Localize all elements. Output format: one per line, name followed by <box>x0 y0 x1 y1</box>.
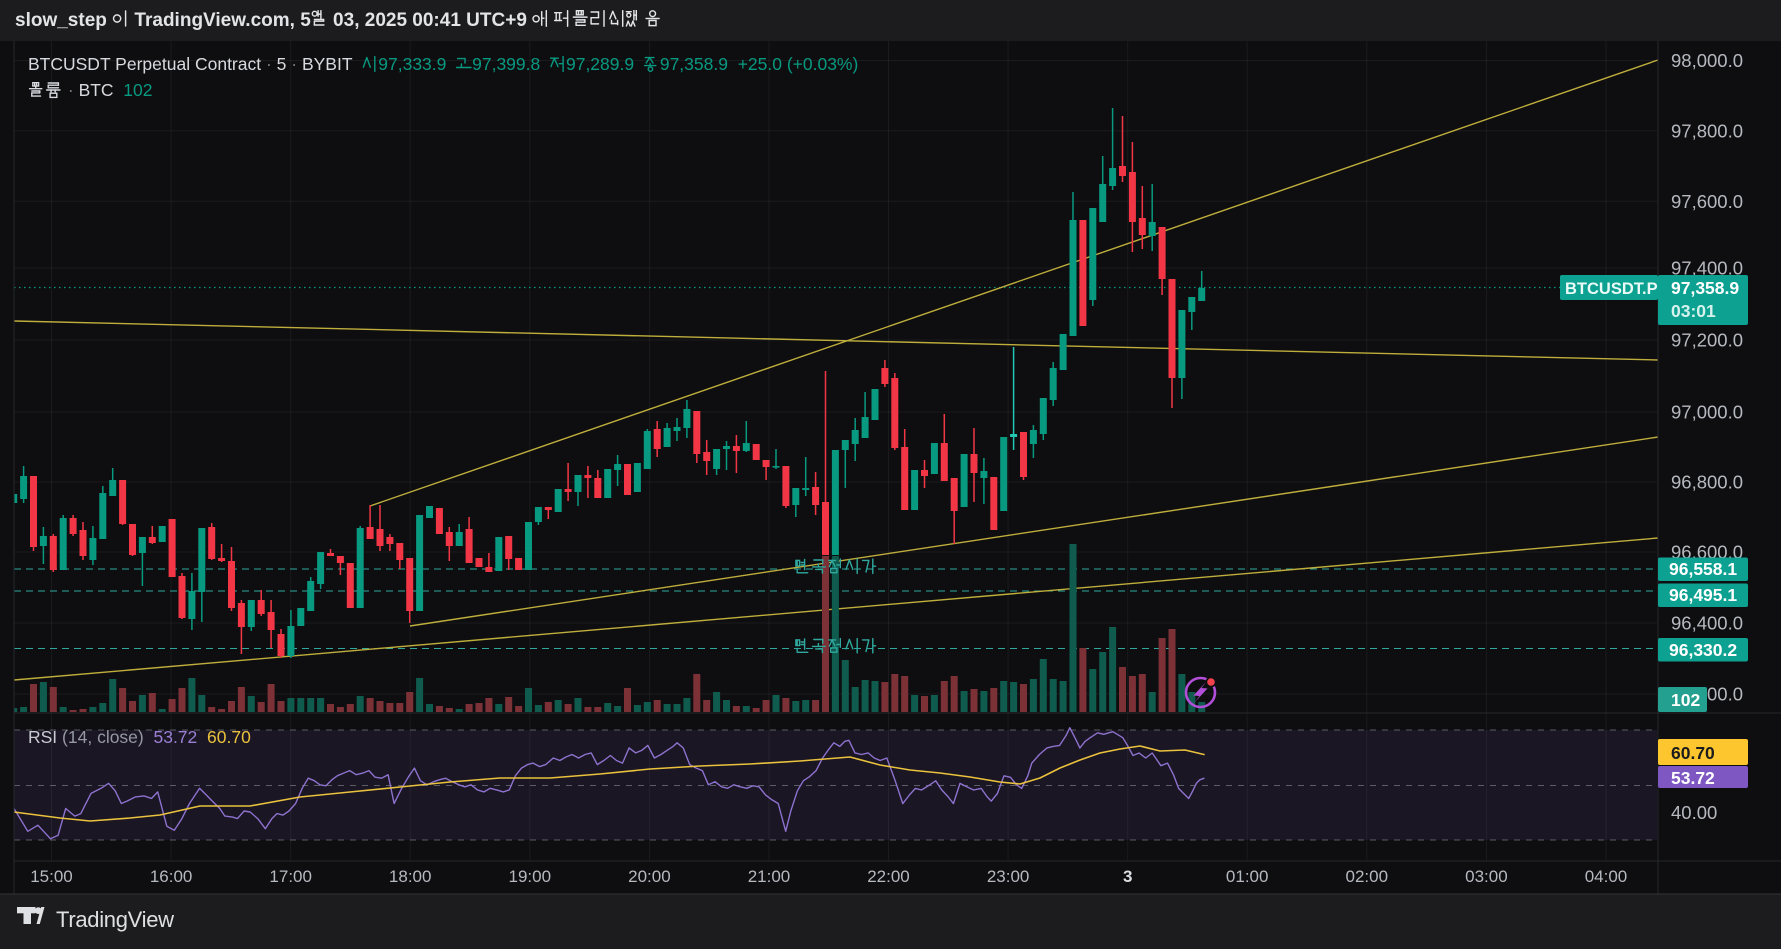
svg-text:23:00: 23:00 <box>987 867 1030 886</box>
svg-text:19:00: 19:00 <box>509 867 552 886</box>
svg-text:97,400.0: 97,400.0 <box>1671 258 1743 279</box>
svg-text:97,600.0: 97,600.0 <box>1671 191 1743 212</box>
svg-text:16:00: 16:00 <box>150 867 193 886</box>
svg-text:96,495.1: 96,495.1 <box>1669 585 1737 605</box>
svg-text:60.70: 60.70 <box>1671 743 1715 763</box>
svg-text:102: 102 <box>1671 690 1700 710</box>
svg-text:96,800.0: 96,800.0 <box>1671 472 1743 493</box>
svg-text:15:00: 15:00 <box>30 867 73 886</box>
svg-text:40.00: 40.00 <box>1671 802 1717 823</box>
svg-text:53.72: 53.72 <box>1671 768 1715 788</box>
svg-text:18:00: 18:00 <box>389 867 432 886</box>
svg-text:03:00: 03:00 <box>1465 867 1508 886</box>
svg-text:02:00: 02:00 <box>1346 867 1389 886</box>
svg-text:17:00: 17:00 <box>269 867 312 886</box>
svg-text:97,200.0: 97,200.0 <box>1671 330 1743 351</box>
svg-text:96,600.0: 96,600.0 <box>1671 542 1743 563</box>
svg-text:3: 3 <box>1123 867 1132 886</box>
svg-text:01:00: 01:00 <box>1226 867 1269 886</box>
svg-text:20:00: 20:00 <box>628 867 671 886</box>
svg-text:04:00: 04:00 <box>1585 867 1628 886</box>
svg-text:98,000.0: 98,000.0 <box>1671 50 1743 71</box>
svg-text:97,358.9: 97,358.9 <box>1671 278 1739 298</box>
svg-text:96,400.0: 96,400.0 <box>1671 613 1743 634</box>
svg-text:96,330.2: 96,330.2 <box>1669 640 1737 660</box>
svg-text:96,558.1: 96,558.1 <box>1669 559 1737 579</box>
svg-text:97,000.0: 97,000.0 <box>1671 402 1743 423</box>
svg-text:97,800.0: 97,800.0 <box>1671 120 1743 141</box>
svg-text:BTCUSDT.P: BTCUSDT.P <box>1565 280 1658 298</box>
svg-text:21:00: 21:00 <box>748 867 791 886</box>
svg-text:22:00: 22:00 <box>867 867 910 886</box>
svg-text:03:01: 03:01 <box>1671 301 1716 321</box>
